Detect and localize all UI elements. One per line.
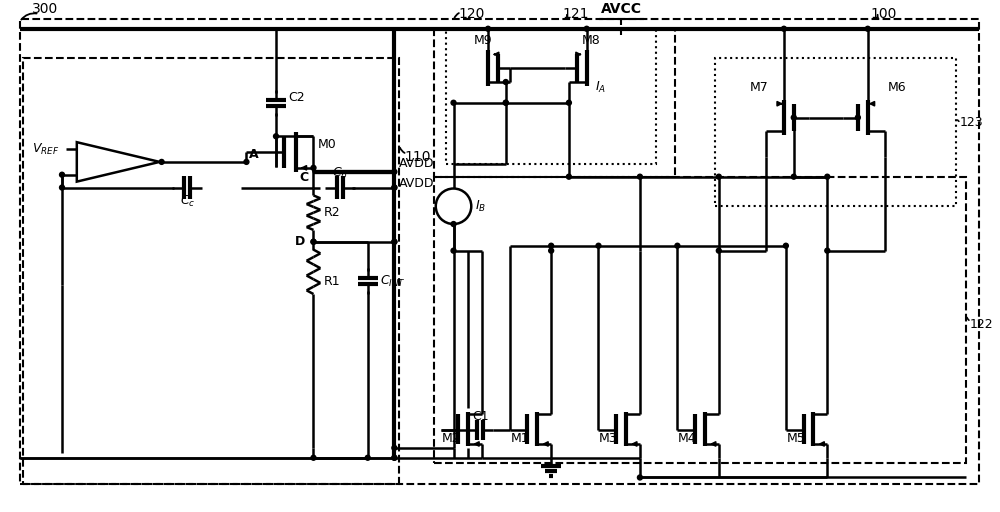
Text: $C_{INT}$: $C_{INT}$ <box>380 274 405 289</box>
Circle shape <box>675 243 680 248</box>
Text: $V_{REF}$: $V_{REF}$ <box>32 141 60 157</box>
Text: AVDD: AVDD <box>399 177 435 190</box>
Circle shape <box>392 185 397 190</box>
Circle shape <box>451 100 456 105</box>
Circle shape <box>566 100 571 105</box>
Text: 123: 123 <box>959 116 983 129</box>
Bar <box>434 29 675 177</box>
Text: $C_b$: $C_b$ <box>332 166 348 181</box>
Circle shape <box>60 185 64 190</box>
Circle shape <box>311 165 316 170</box>
Circle shape <box>274 134 278 139</box>
Circle shape <box>60 172 64 177</box>
Text: $I_A$: $I_A$ <box>595 80 606 95</box>
Text: R1: R1 <box>323 275 340 288</box>
Circle shape <box>451 222 456 226</box>
Bar <box>23 58 399 484</box>
Text: $I_B$: $I_B$ <box>475 199 486 214</box>
Text: M0: M0 <box>317 138 336 151</box>
Text: R2: R2 <box>323 206 340 219</box>
Circle shape <box>159 159 164 164</box>
Bar <box>446 29 656 164</box>
Circle shape <box>436 188 471 224</box>
Circle shape <box>781 26 786 31</box>
Circle shape <box>311 239 316 244</box>
Circle shape <box>637 174 642 179</box>
Circle shape <box>244 159 249 164</box>
Circle shape <box>503 100 508 105</box>
Circle shape <box>865 26 870 31</box>
Polygon shape <box>77 142 160 182</box>
Circle shape <box>825 248 830 253</box>
Text: M5: M5 <box>786 432 805 444</box>
Text: D: D <box>295 236 305 248</box>
Circle shape <box>637 475 642 480</box>
Text: M1: M1 <box>510 432 529 444</box>
Circle shape <box>503 100 508 105</box>
Circle shape <box>365 455 370 460</box>
Circle shape <box>596 243 601 248</box>
Text: M3: M3 <box>599 432 618 444</box>
Circle shape <box>716 248 721 253</box>
Circle shape <box>392 239 397 244</box>
Circle shape <box>503 79 508 84</box>
Text: +: + <box>78 165 91 180</box>
Text: M2: M2 <box>441 432 460 444</box>
Text: C2: C2 <box>288 91 304 104</box>
Circle shape <box>825 174 830 179</box>
Text: 110: 110 <box>404 150 431 164</box>
Text: 120: 120 <box>458 7 485 21</box>
Text: M4: M4 <box>678 432 697 444</box>
Circle shape <box>855 115 860 120</box>
Text: M9: M9 <box>474 34 492 47</box>
Text: A: A <box>249 147 259 161</box>
Circle shape <box>791 174 796 179</box>
Circle shape <box>783 243 788 248</box>
Circle shape <box>311 239 316 244</box>
Text: 100: 100 <box>871 7 897 21</box>
Circle shape <box>392 455 397 460</box>
Text: 121: 121 <box>562 7 589 21</box>
Circle shape <box>716 174 721 179</box>
Text: 300: 300 <box>32 2 59 16</box>
Text: C: C <box>299 171 308 184</box>
Circle shape <box>392 455 397 460</box>
Bar <box>434 177 966 463</box>
Circle shape <box>549 248 554 253</box>
Circle shape <box>549 243 554 248</box>
Text: $C_c$: $C_c$ <box>180 194 195 209</box>
Text: C1: C1 <box>472 410 488 423</box>
Text: M7: M7 <box>750 81 769 94</box>
Text: AMP: AMP <box>106 157 130 167</box>
Circle shape <box>584 26 589 31</box>
Circle shape <box>486 26 491 31</box>
Text: M6: M6 <box>887 81 906 94</box>
Circle shape <box>311 455 316 460</box>
Circle shape <box>791 115 796 120</box>
Text: −: − <box>78 143 91 159</box>
Bar <box>715 58 956 206</box>
Text: AVDD: AVDD <box>399 157 435 170</box>
Circle shape <box>392 445 397 451</box>
Circle shape <box>392 185 397 190</box>
Circle shape <box>451 248 456 253</box>
Circle shape <box>392 169 397 174</box>
Circle shape <box>566 174 571 179</box>
Text: 122: 122 <box>969 318 993 331</box>
Text: AVCC: AVCC <box>601 2 642 16</box>
Circle shape <box>392 239 397 244</box>
Text: M8: M8 <box>582 34 601 47</box>
